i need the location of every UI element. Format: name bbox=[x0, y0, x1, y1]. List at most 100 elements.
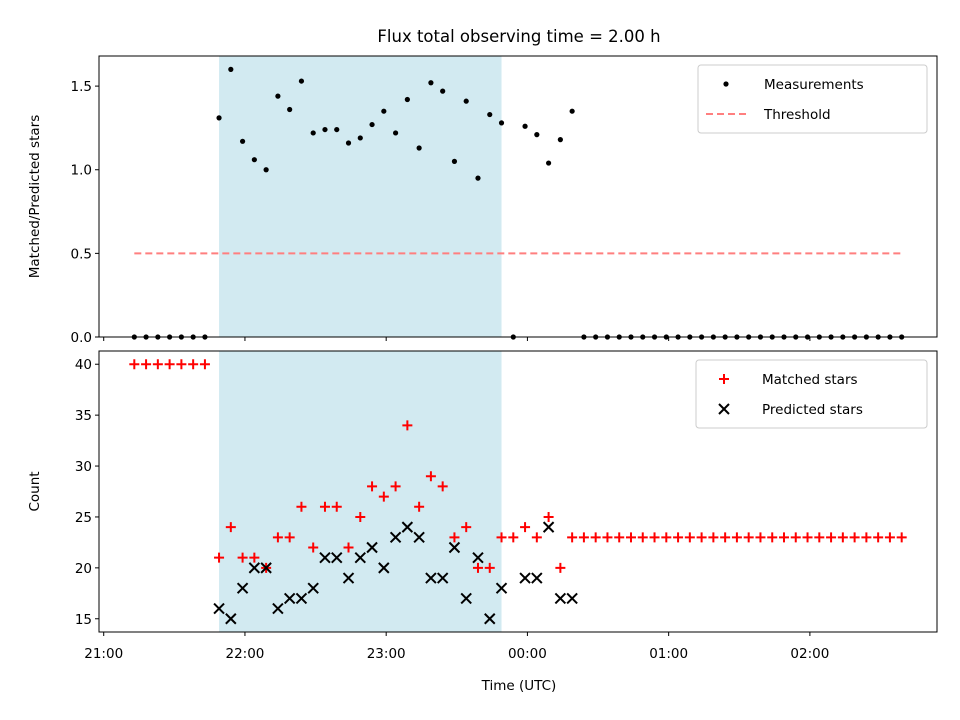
measurement-point bbox=[202, 334, 208, 340]
matched-star-point bbox=[129, 359, 140, 370]
predicted-star-point bbox=[448, 541, 461, 554]
measurement-point bbox=[190, 334, 196, 340]
measurement-point bbox=[699, 334, 705, 340]
predicted-star-point bbox=[542, 521, 555, 533]
predicted-star-point bbox=[566, 592, 578, 605]
bottom-series-1 bbox=[213, 521, 578, 625]
predicted-star-point bbox=[307, 582, 319, 594]
matched-star-point bbox=[696, 532, 707, 543]
predicted-star-point bbox=[436, 572, 449, 584]
matched-star-point bbox=[531, 532, 542, 543]
measurement-point bbox=[840, 334, 846, 340]
matched-star-point bbox=[319, 501, 330, 512]
measurement-point bbox=[463, 98, 469, 104]
measurement-point bbox=[675, 334, 681, 340]
matched-star-point bbox=[708, 532, 719, 543]
bottom-shaded-interval bbox=[219, 351, 502, 632]
predicted-star-point bbox=[413, 531, 425, 544]
measurement-point bbox=[828, 334, 834, 340]
top-y-tick-label: 1.5 bbox=[71, 79, 92, 95]
matched-star-point bbox=[673, 532, 684, 543]
measurement-point bbox=[334, 126, 340, 133]
x-tick-label: 00:00 bbox=[508, 646, 547, 662]
bottom-y-tick-label: 30 bbox=[75, 459, 92, 475]
predicted-star-point bbox=[236, 582, 249, 594]
matched-star-point bbox=[590, 532, 601, 543]
matched-star-point bbox=[625, 532, 636, 543]
matched-star-point bbox=[437, 481, 448, 492]
measurement-point bbox=[251, 157, 257, 163]
measurement-point bbox=[581, 334, 587, 340]
measurement-point bbox=[710, 334, 716, 340]
measurement-point bbox=[392, 130, 399, 136]
legend-label: Predicted stars bbox=[762, 402, 863, 418]
measurement-point bbox=[593, 334, 599, 340]
measurement-point bbox=[510, 334, 516, 340]
matched-star-point bbox=[188, 359, 199, 370]
predicted-star-point bbox=[260, 562, 272, 574]
matched-star-point bbox=[649, 532, 660, 543]
bottom-y-tick-label: 25 bbox=[75, 510, 92, 526]
measurement-point bbox=[863, 334, 869, 340]
measurement-point bbox=[887, 334, 893, 340]
matched-star-point bbox=[199, 359, 210, 370]
measurement-point bbox=[875, 334, 881, 340]
predicted-star-point bbox=[472, 551, 484, 564]
bottom-series-0 bbox=[129, 359, 907, 573]
matched-star-point bbox=[176, 359, 187, 370]
measurement-point bbox=[546, 160, 552, 166]
bottom-y-tick-label: 40 bbox=[75, 357, 92, 373]
measurement-point bbox=[298, 78, 305, 84]
measurement-point bbox=[522, 123, 528, 129]
x-tick-label: 01:00 bbox=[649, 646, 688, 662]
measurement-point bbox=[451, 158, 458, 164]
measurement-point bbox=[263, 167, 269, 173]
matched-star-point bbox=[249, 552, 260, 563]
matched-star-point bbox=[802, 532, 813, 543]
top-series-0 bbox=[131, 66, 905, 340]
measurement-point bbox=[475, 175, 481, 181]
top-axes-frame bbox=[98, 55, 938, 338]
chart-title: Flux total observing time = 2.00 h bbox=[377, 27, 660, 46]
predicted-star-point bbox=[378, 562, 390, 574]
matched-star-point bbox=[164, 359, 175, 370]
matched-star-point bbox=[378, 491, 389, 502]
predicted-star-point bbox=[519, 572, 531, 584]
measurement-point bbox=[404, 96, 410, 103]
bottom-panel: 15 20 25 30 35 40 Count 21:00 22:00 23:00 00:00 01:… bbox=[27, 350, 938, 662]
matched-star-point bbox=[767, 532, 778, 543]
matched-star-point bbox=[214, 552, 225, 563]
matched-star-point bbox=[720, 532, 731, 543]
top-y-tick-label: 0.0 bbox=[71, 330, 92, 346]
measurement-point bbox=[722, 334, 728, 340]
measurement-point bbox=[687, 334, 693, 340]
measurement-point bbox=[381, 108, 387, 114]
matched-star-point bbox=[884, 532, 895, 543]
predicted-star-point bbox=[295, 592, 308, 605]
predicted-star-point bbox=[531, 572, 543, 584]
predicted-star-point bbox=[331, 551, 343, 564]
matched-star-point bbox=[743, 532, 754, 543]
bottom-legend: Matched stars Predicted stars bbox=[695, 359, 928, 429]
measurement-point bbox=[239, 138, 246, 144]
predicted-star-point bbox=[272, 602, 284, 615]
matched-star-point bbox=[661, 532, 672, 543]
measurement-point bbox=[143, 334, 149, 340]
matched-star-point bbox=[425, 471, 436, 482]
predicted-star-point bbox=[248, 562, 261, 574]
legend-marker-plus bbox=[719, 374, 729, 384]
measurement-point bbox=[216, 115, 222, 121]
measurement-point bbox=[899, 334, 905, 340]
matched-star-point bbox=[272, 532, 283, 543]
matched-star-point bbox=[873, 532, 884, 543]
matched-star-point bbox=[614, 532, 625, 543]
matched-star-point bbox=[484, 562, 495, 573]
matched-star-point bbox=[152, 359, 163, 370]
predicted-star-point bbox=[401, 521, 414, 533]
matched-star-point bbox=[461, 522, 472, 533]
legend-marker-dot bbox=[723, 81, 729, 87]
matched-star-point bbox=[602, 532, 613, 543]
measurement-point bbox=[651, 334, 658, 340]
measurement-point bbox=[628, 334, 634, 340]
